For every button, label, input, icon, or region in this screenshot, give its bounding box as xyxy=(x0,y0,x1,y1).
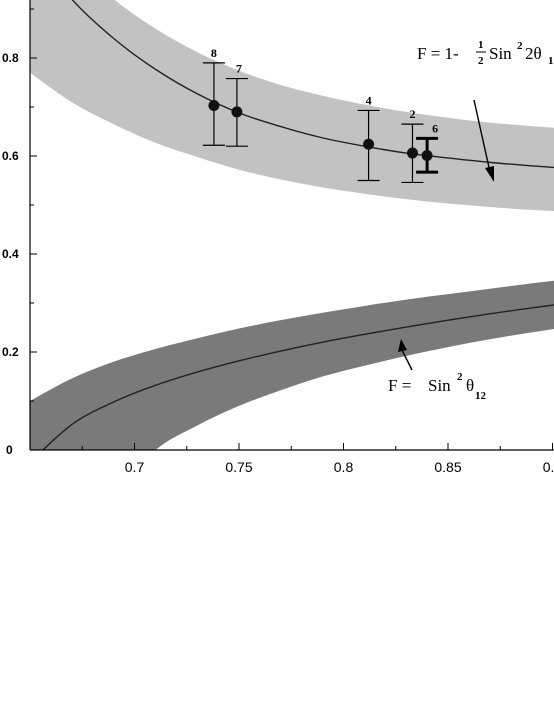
data-points: 8 7 4 2 6 xyxy=(202,46,439,184)
y-tick-label: 0.4 xyxy=(2,247,19,261)
upper-curve xyxy=(71,0,554,169)
confidence-bands xyxy=(30,0,554,450)
lower-arrow-line xyxy=(401,349,413,371)
data-point-4: 4 xyxy=(357,93,380,182)
y-tick-label: 0.6 xyxy=(2,149,19,163)
x-tick-label: 0.8 xyxy=(334,459,354,475)
upper-formula-arg: 2θ xyxy=(525,44,542,63)
lower-formula-label: F = xyxy=(388,376,411,395)
data-point-marker xyxy=(406,147,418,159)
upper-formula-frac-den: 2 xyxy=(478,55,484,67)
y-tick-label: 0.2 xyxy=(2,345,19,359)
data-point-marker xyxy=(363,138,375,150)
upper-arrow-line xyxy=(473,99,491,173)
y-tick-label: 0.8 xyxy=(2,51,19,65)
upper-formula-func: Sin xyxy=(489,44,512,63)
x-tick-label: 0.85 xyxy=(434,459,461,475)
lower-curve xyxy=(41,304,554,450)
data-point-6: 6 xyxy=(416,121,439,174)
upper-arrow-head xyxy=(485,166,494,182)
curves xyxy=(41,0,554,450)
data-point-label: 7 xyxy=(236,62,242,76)
y-tick-label: 0 xyxy=(6,443,13,457)
lower-arrow-head xyxy=(398,339,407,352)
data-point-label: 4 xyxy=(366,93,372,107)
ticks: 0.7 0.75 0.8 0.85 0.9 0 0.2 0.4 0.6 0.8 xyxy=(2,8,554,475)
x-tick-label: 0.75 xyxy=(225,459,252,475)
data-point-marker xyxy=(421,150,433,162)
x-tick-label: 0.9 xyxy=(543,459,554,475)
upper-formula-frac-num: 1 xyxy=(478,39,484,51)
data-point-label: 2 xyxy=(409,107,415,121)
lower-formula-sub: 12 xyxy=(475,390,487,402)
data-point-label: 8 xyxy=(211,46,217,60)
upper-formula-label: F = 1- xyxy=(417,44,459,63)
upper-formula-sub: 1 xyxy=(548,55,554,67)
data-point-2: 2 xyxy=(401,107,424,184)
annotations: F = 1- 1 2 Sin 2 2θ 1 F = Sin 2 θ 12 xyxy=(388,39,554,402)
lower-band xyxy=(30,280,554,450)
data-point-marker xyxy=(208,100,220,112)
upper-formula-exp: 2 xyxy=(517,40,523,52)
axes xyxy=(29,0,554,451)
lower-formula-func: Sin xyxy=(428,376,451,395)
data-point-8: 8 xyxy=(202,46,225,146)
lower-formula-exp: 2 xyxy=(457,371,463,383)
data-point-label: 6 xyxy=(432,121,438,135)
x-tick-label: 0.7 xyxy=(125,459,145,475)
data-point-marker xyxy=(231,106,243,118)
data-point-7: 7 xyxy=(225,62,248,147)
lower-formula-arg: θ xyxy=(466,376,474,395)
